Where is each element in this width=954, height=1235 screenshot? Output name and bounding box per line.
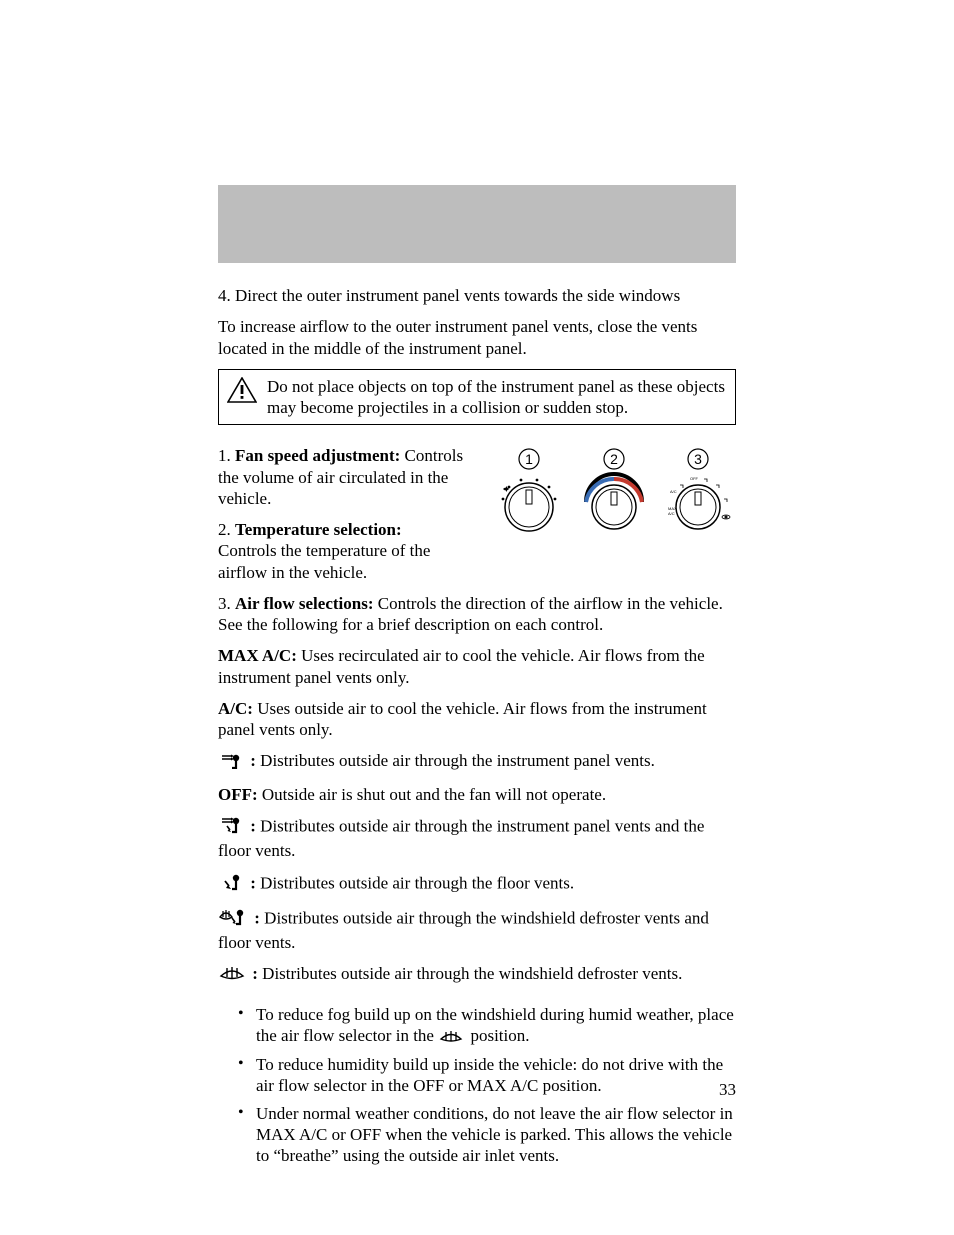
header-bar	[218, 185, 736, 263]
manual-page: 4. Direct the outer instrument panel ven…	[0, 0, 954, 1235]
temp-num: 2.	[218, 520, 235, 539]
ac-desc: Uses outside air to cool the vehicle. Ai…	[218, 699, 707, 739]
page-number: 33	[719, 1079, 736, 1100]
tip-1: To reduce fog build up on the windshield…	[256, 1004, 736, 1048]
defrost-vent-icon	[218, 965, 246, 986]
ac-label: A/C:	[218, 699, 253, 718]
control-airflow: 3. Air flow selections: Controls the dir…	[218, 593, 736, 636]
warning-triangle-icon	[227, 377, 257, 408]
temp-label: Temperature selection:	[235, 520, 402, 539]
tip-2: To reduce humidity build up inside the v…	[256, 1054, 736, 1097]
dial-1-label: 1	[525, 451, 533, 467]
control-dials-diagram: 1	[491, 445, 736, 540]
control-panel-vents: : Distributes outside air through the in…	[218, 750, 736, 774]
panel-desc: Distributes outside air through the inst…	[260, 751, 655, 770]
svg-text:OFF: OFF	[690, 476, 699, 481]
warning-text: Do not place objects on top of the instr…	[267, 376, 727, 419]
control-defrost: : Distributes outside air through the wi…	[218, 963, 736, 986]
svg-text:A/C: A/C	[670, 489, 677, 494]
svg-text:A/C: A/C	[668, 511, 675, 516]
airflow-label: Air flow selections:	[235, 594, 374, 613]
fan-num: 1.	[218, 446, 235, 465]
floor-desc: Distributes outside air through the floo…	[260, 873, 574, 892]
defrost-desc: Distributes outside air through the wind…	[262, 964, 682, 983]
airflow-note: To increase airflow to the outer instrum…	[218, 316, 736, 359]
temp-desc: Controls the temperature of the airflow …	[218, 541, 430, 581]
step-4-text: 4. Direct the outer instrument panel ven…	[218, 285, 736, 306]
floor-vent-icon	[218, 872, 244, 897]
dial-3-airflow: 3 MAX A/C A/C OFF	[660, 445, 736, 540]
defrost-vent-icon	[438, 1027, 464, 1048]
panel-vent-icon	[218, 751, 244, 774]
control-off: OFF: Outside air is shut out and the fan…	[218, 784, 736, 805]
panel-floor-vent-icon	[218, 815, 244, 840]
control-ac: A/C: Uses outside air to cool the vehicl…	[218, 698, 736, 741]
control-defrost-floor: : Distributes outside air through the wi…	[218, 907, 736, 954]
dial-2-label: 2	[610, 451, 618, 467]
panel-floor-desc: Distributes outside air through the inst…	[218, 817, 704, 861]
control-panel-floor: : Distributes outside air through the in…	[218, 815, 736, 862]
defrost-floor-vent-icon	[218, 907, 248, 932]
control-max-ac: MAX A/C: Uses recirculated air to cool t…	[218, 645, 736, 688]
tip-1b: position.	[470, 1026, 529, 1045]
control-floor: : Distributes outside air through the fl…	[218, 872, 736, 897]
tip-3: Under normal weather conditions, do not …	[256, 1103, 736, 1167]
off-desc: Outside air is shut out and the fan will…	[258, 785, 606, 804]
dial-1-fan: 1	[491, 445, 567, 540]
operating-tips-list: To reduce fog build up on the windshield…	[218, 1004, 736, 1166]
off-label: OFF:	[218, 785, 258, 804]
dial-2-temperature: 2	[576, 445, 652, 540]
warning-box: Do not place objects on top of the instr…	[218, 369, 736, 426]
airflow-num: 3.	[218, 594, 235, 613]
max-ac-label: MAX A/C:	[218, 646, 297, 665]
fan-label: Fan speed adjustment:	[235, 446, 400, 465]
defrost-floor-desc: Distributes outside air through the wind…	[218, 909, 709, 953]
dial-3-label: 3	[694, 451, 702, 467]
